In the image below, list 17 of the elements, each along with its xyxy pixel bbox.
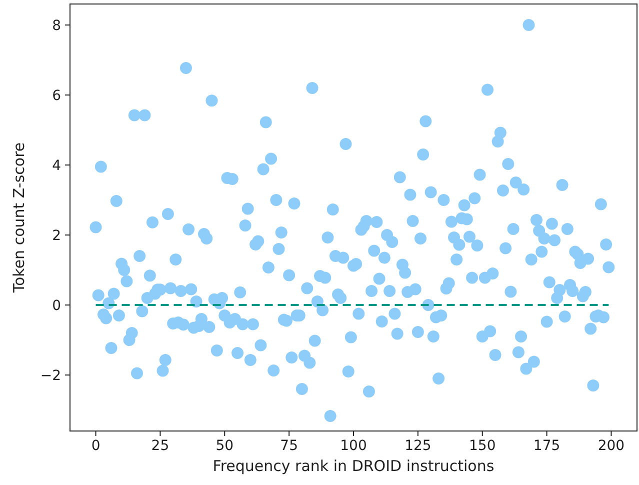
y-axis-title: Token count Z-score [10, 142, 28, 294]
y-tick-label: 2 [52, 228, 61, 244]
x-tick-label: 50 [216, 438, 234, 454]
x-tick-label: 100 [340, 438, 367, 454]
x-tick-label: 75 [280, 438, 298, 454]
x-tick-label: 175 [533, 438, 560, 454]
x-tick-label: 0 [91, 438, 100, 454]
x-tick-label: 25 [151, 438, 170, 454]
y-tick-label: 8 [52, 18, 61, 34]
y-tick-label: 0 [52, 298, 61, 314]
x-axis-title: Frequency rank in DROID instructions [212, 457, 494, 475]
x-tick-label: 125 [404, 438, 432, 454]
y-tick-label: 6 [52, 88, 62, 104]
x-tick-label: 150 [468, 438, 496, 454]
y-tick-label: −2 [40, 368, 61, 384]
y-tick-label: 4 [52, 158, 62, 174]
x-tick-label: 200 [598, 438, 625, 454]
